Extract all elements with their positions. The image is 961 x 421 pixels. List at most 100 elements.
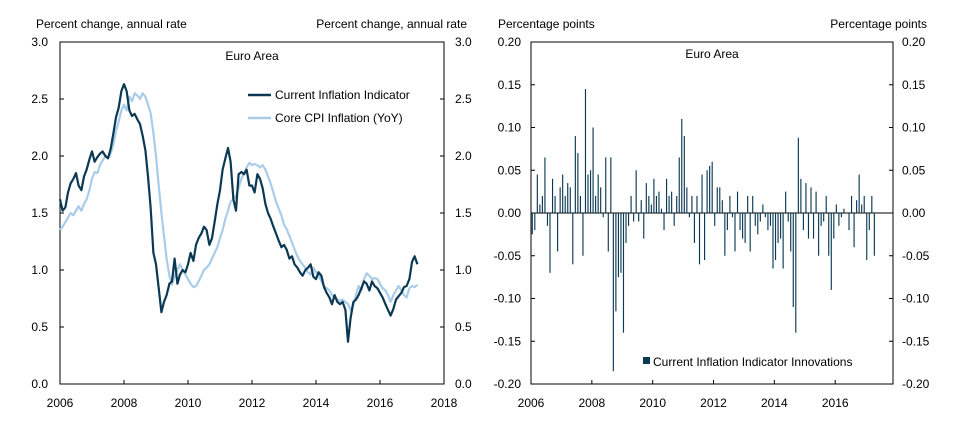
innovation-bar bbox=[574, 136, 576, 213]
innovation-bar bbox=[653, 178, 655, 213]
right-ytick-label-right: 0.20 bbox=[902, 35, 926, 49]
left-chart-title: Euro Area bbox=[225, 49, 279, 63]
innovation-bar bbox=[734, 213, 736, 252]
innovation-bar bbox=[605, 157, 607, 213]
innovation-bar bbox=[559, 187, 561, 213]
innovation-bar bbox=[747, 195, 749, 213]
left-xtick-label: 2014 bbox=[303, 396, 330, 410]
left-axis-label-right: Percent change, annual rate bbox=[316, 17, 467, 31]
innovation-bar bbox=[650, 204, 652, 213]
innovation-bar bbox=[683, 136, 685, 213]
left-ytick-label-right: 1.0 bbox=[455, 263, 472, 277]
innovation-bar bbox=[630, 195, 632, 213]
innovation-bar bbox=[742, 213, 744, 239]
innovation-bar bbox=[589, 170, 592, 213]
innovation-bar bbox=[785, 191, 787, 214]
innovation-bar bbox=[840, 213, 842, 218]
right-xtick-label: 2010 bbox=[639, 396, 666, 410]
innovation-bar bbox=[749, 213, 751, 252]
right-xtick-label: 2014 bbox=[761, 396, 788, 410]
legend-label-cii: Current Inflation Indicator bbox=[275, 88, 410, 102]
innovation-bar bbox=[541, 195, 543, 213]
innovation-bar bbox=[569, 187, 571, 213]
right-chart-title: Euro Area bbox=[685, 47, 739, 61]
left-ytick-label-right: 2.5 bbox=[455, 92, 472, 106]
innovation-bar bbox=[754, 213, 756, 226]
innovation-bar bbox=[752, 195, 754, 213]
left-ytick-label-right: 0.5 bbox=[455, 320, 472, 334]
innovation-bar bbox=[678, 157, 680, 213]
innovation-bar bbox=[544, 157, 546, 213]
left-ytick-label-right: 0.0 bbox=[455, 377, 472, 391]
innovation-bar bbox=[693, 213, 696, 243]
innovation-bar bbox=[691, 195, 693, 213]
right-ytick-label-right: 0.10 bbox=[902, 121, 926, 135]
innovation-bar bbox=[769, 213, 772, 226]
innovation-bar bbox=[698, 213, 701, 265]
innovation-bar bbox=[774, 213, 777, 261]
left-ytick-label-right: 2.0 bbox=[455, 149, 472, 163]
innovation-bar bbox=[820, 213, 822, 226]
innovation-bar bbox=[579, 195, 581, 213]
innovation-bar bbox=[688, 213, 690, 218]
right-xtick-label: 2012 bbox=[700, 396, 727, 410]
innovation-bar bbox=[564, 195, 566, 213]
innovation-bar bbox=[584, 89, 587, 213]
innovation-bar bbox=[546, 213, 549, 226]
current-inflation-indicator-line bbox=[58, 83, 419, 343]
innovation-bar bbox=[554, 195, 556, 213]
left-xtick-label: 2018 bbox=[431, 396, 458, 410]
innovation-bar bbox=[686, 187, 688, 213]
innovation-bar bbox=[607, 213, 609, 252]
innovation-bar bbox=[612, 213, 614, 372]
innovation-bar bbox=[627, 213, 630, 226]
right-ytick-label-left: 0.10 bbox=[498, 121, 522, 135]
right-ytick-label-left: 0.20 bbox=[498, 35, 522, 49]
right-ytick-label-left: 0.00 bbox=[498, 206, 522, 220]
innovation-bar bbox=[780, 213, 782, 239]
innovation-bar bbox=[764, 213, 766, 218]
innovation-bar bbox=[597, 174, 599, 213]
left-ytick-label-left: 2.0 bbox=[31, 149, 48, 163]
innovation-bar bbox=[866, 213, 868, 261]
innovation-bar bbox=[658, 191, 660, 214]
right-ytick-label-right: 0.05 bbox=[902, 163, 926, 177]
left-ytick-label-left: 0.5 bbox=[31, 320, 48, 334]
innovation-bar bbox=[615, 213, 617, 312]
innovation-bar bbox=[736, 191, 739, 214]
innovation-bar bbox=[762, 204, 764, 213]
left-ytick-label-left: 3.0 bbox=[31, 35, 48, 49]
innovation-bar bbox=[843, 208, 845, 213]
innovation-bar bbox=[848, 213, 850, 231]
innovation-bar bbox=[709, 165, 711, 213]
innovation-bar bbox=[706, 170, 708, 213]
left-ytick-label-left: 1.5 bbox=[31, 206, 48, 220]
innovation-bar bbox=[825, 195, 827, 213]
innovation-bar bbox=[830, 213, 832, 290]
innovation-bar bbox=[531, 213, 533, 235]
innovation-bar bbox=[810, 187, 812, 213]
innovation-bar bbox=[643, 213, 645, 239]
right-xtick-label: 2016 bbox=[822, 396, 849, 410]
innovation-bar bbox=[823, 213, 825, 222]
innovation-bar bbox=[856, 200, 858, 213]
innovation-bar bbox=[805, 183, 807, 213]
innovation-bar bbox=[625, 213, 627, 243]
innovation-bar bbox=[539, 204, 541, 213]
innovation-bar bbox=[582, 213, 584, 256]
innovation-bar bbox=[724, 213, 726, 256]
innovation-bar bbox=[567, 183, 569, 213]
innovation-bar bbox=[850, 195, 853, 213]
innovation-bar bbox=[648, 195, 650, 213]
legend-label-core-cpi: Core CPI Inflation (YoY) bbox=[275, 111, 403, 125]
innovation-bar bbox=[640, 200, 642, 213]
innovation-bar bbox=[868, 213, 870, 231]
legend-label-innovations: Current Inflation Indicator Innovations bbox=[653, 355, 852, 369]
innovation-bar bbox=[557, 213, 559, 252]
innovation-bar bbox=[777, 213, 779, 243]
innovation-bar bbox=[671, 191, 673, 214]
innovation-bar bbox=[617, 213, 619, 278]
innovation-bar bbox=[676, 195, 678, 213]
innovation-bar bbox=[595, 195, 597, 213]
